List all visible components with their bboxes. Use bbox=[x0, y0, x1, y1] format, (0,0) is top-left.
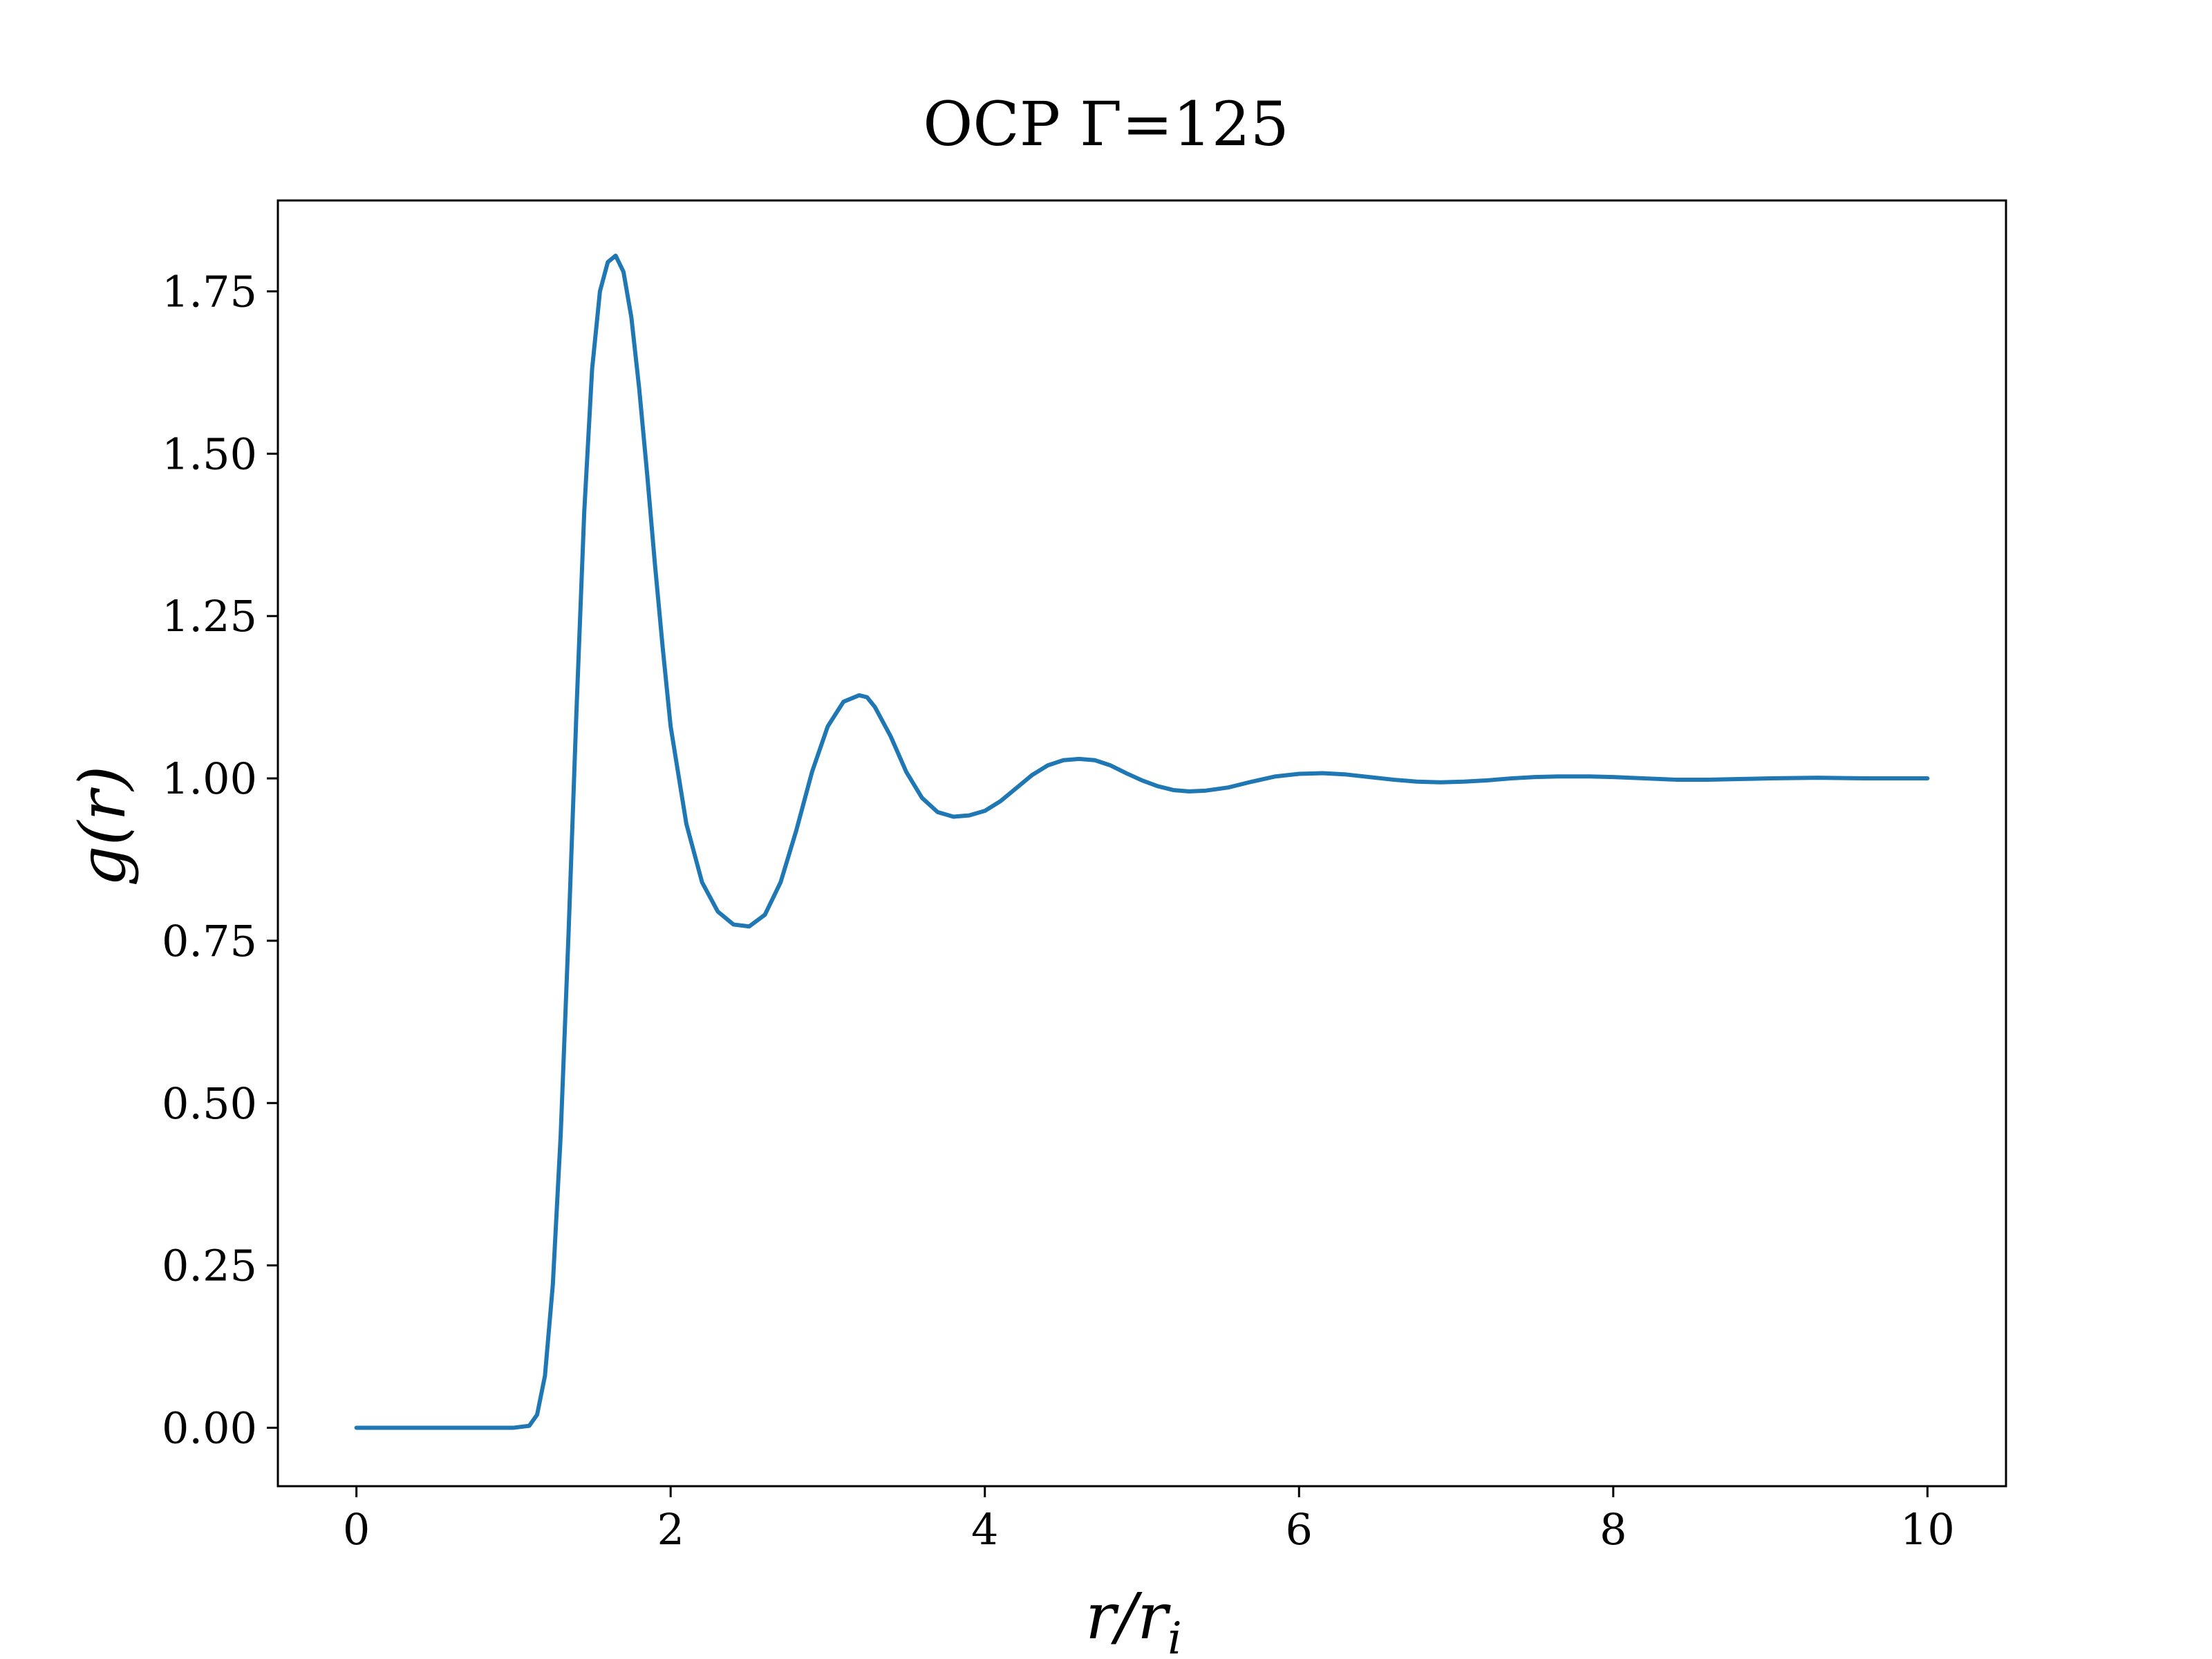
series-line-0 bbox=[354, 253, 1930, 1430]
y-tick-label-7: 1.75 bbox=[162, 267, 257, 317]
y-tick-label-1: 0.25 bbox=[162, 1241, 257, 1291]
chart-title: OCP Γ=125 bbox=[923, 88, 1288, 160]
plot-area: 0 2 4 6 8 10 0.00 0.25 0.50 0.75 1.00 1.25 1.50 1.75 bbox=[162, 199, 2007, 1555]
x-axis-label: r/ri bbox=[1085, 1580, 1181, 1659]
y-tick-label-3: 0.75 bbox=[162, 916, 257, 966]
y-tick-label-6: 1.50 bbox=[162, 429, 257, 479]
y-axis-label: g(r) bbox=[66, 766, 140, 887]
x-tick-label-0: 0 bbox=[343, 1504, 370, 1555]
axes-frame bbox=[276, 199, 2007, 1488]
y-tick-label-2: 0.50 bbox=[162, 1078, 257, 1129]
y-tick-label-0: 0.00 bbox=[162, 1403, 257, 1453]
x-axis-label-main: r/r bbox=[1085, 1580, 1171, 1653]
x-tick-label-1: 2 bbox=[657, 1504, 684, 1555]
y-tick-label-4: 1.00 bbox=[162, 753, 257, 804]
x-tick-label-3: 6 bbox=[1286, 1504, 1313, 1555]
x-tick-label-4: 8 bbox=[1600, 1504, 1627, 1555]
x-axis-label-subscript: i bbox=[1168, 1613, 1181, 1659]
x-tick-label-2: 4 bbox=[971, 1504, 998, 1555]
y-tick-label-5: 1.25 bbox=[162, 591, 257, 641]
x-tick-label-5: 10 bbox=[1900, 1504, 1955, 1555]
